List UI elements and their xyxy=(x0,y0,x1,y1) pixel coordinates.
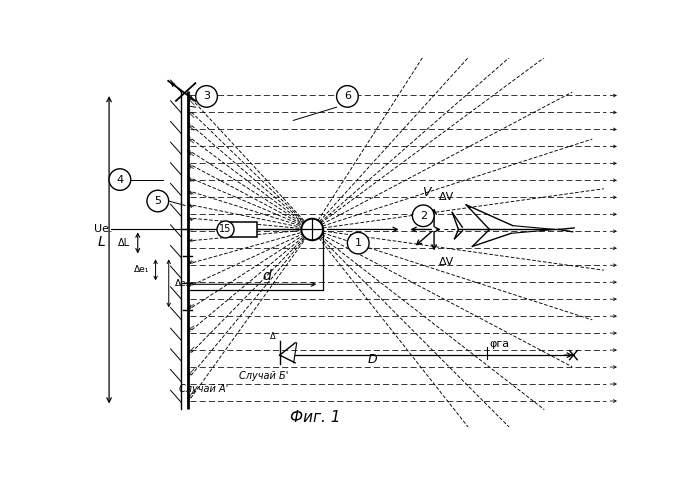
Text: V: V xyxy=(421,186,430,199)
Text: Случай Б': Случай Б' xyxy=(239,371,289,381)
Text: L: L xyxy=(97,235,106,250)
Text: 6: 6 xyxy=(344,91,351,101)
Text: 3: 3 xyxy=(203,91,210,101)
Circle shape xyxy=(196,85,217,107)
Text: ΔL: ΔL xyxy=(118,238,130,248)
Text: Uе.: Uе. xyxy=(94,225,113,234)
Text: 15: 15 xyxy=(219,225,231,234)
Circle shape xyxy=(336,85,359,107)
Text: Δe₁: Δe₁ xyxy=(134,265,150,275)
Text: 4: 4 xyxy=(116,175,124,185)
Text: D: D xyxy=(368,353,377,366)
Circle shape xyxy=(217,221,234,238)
Text: ΔV: ΔV xyxy=(439,192,454,202)
Text: Δe₂: Δe₂ xyxy=(175,279,190,288)
Circle shape xyxy=(412,205,434,227)
Text: 1: 1 xyxy=(354,238,362,248)
Text: Случай А': Случай А' xyxy=(180,384,229,394)
Circle shape xyxy=(301,219,323,240)
Text: ΔV: ΔV xyxy=(439,257,454,267)
Text: 5: 5 xyxy=(154,196,161,206)
Bar xyxy=(227,222,257,237)
Text: Δ: Δ xyxy=(270,332,276,341)
Text: 2: 2 xyxy=(419,211,427,221)
Text: φга: φга xyxy=(489,339,509,349)
Circle shape xyxy=(147,190,168,212)
Circle shape xyxy=(347,232,369,254)
Text: d: d xyxy=(263,269,271,283)
Circle shape xyxy=(109,169,131,191)
Text: Фиг. 1: Фиг. 1 xyxy=(289,410,340,425)
